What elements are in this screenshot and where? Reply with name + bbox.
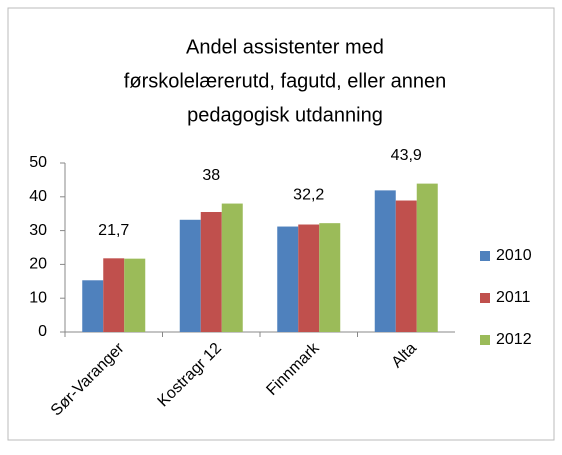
chart-title: pedagogisk utdanning xyxy=(187,104,383,126)
bar xyxy=(374,190,396,332)
legend-label: 2012 xyxy=(496,331,532,348)
chart-frame xyxy=(7,7,555,441)
y-tick-label: 40 xyxy=(29,188,47,205)
y-tick-label: 0 xyxy=(38,323,47,340)
data-label: 32,2 xyxy=(293,186,324,203)
bar xyxy=(82,280,104,332)
data-label: 38 xyxy=(202,167,220,184)
chart-title: Andel assistenter med xyxy=(186,36,384,58)
y-tick-label: 20 xyxy=(29,256,47,273)
bar xyxy=(395,200,417,332)
data-label: 21,7 xyxy=(98,222,129,239)
y-tick-label: 50 xyxy=(29,154,47,171)
legend-swatch xyxy=(480,335,490,345)
legend-label: 2010 xyxy=(496,247,532,264)
bar xyxy=(319,223,341,332)
legend-swatch xyxy=(480,293,490,303)
chart-title: førskolelærerutd, fagutd, eller annen xyxy=(124,70,446,92)
bar xyxy=(200,212,222,332)
bar xyxy=(416,183,438,332)
y-tick-label: 10 xyxy=(29,289,47,306)
bar xyxy=(103,258,125,332)
y-tick-label: 30 xyxy=(29,222,47,239)
bar xyxy=(179,219,201,332)
bar xyxy=(124,258,146,332)
legend-label: 2011 xyxy=(496,289,531,306)
bar xyxy=(221,203,243,332)
bar xyxy=(277,226,299,332)
bar xyxy=(298,224,320,332)
data-label: 43,9 xyxy=(391,147,422,164)
legend-swatch xyxy=(480,251,490,261)
